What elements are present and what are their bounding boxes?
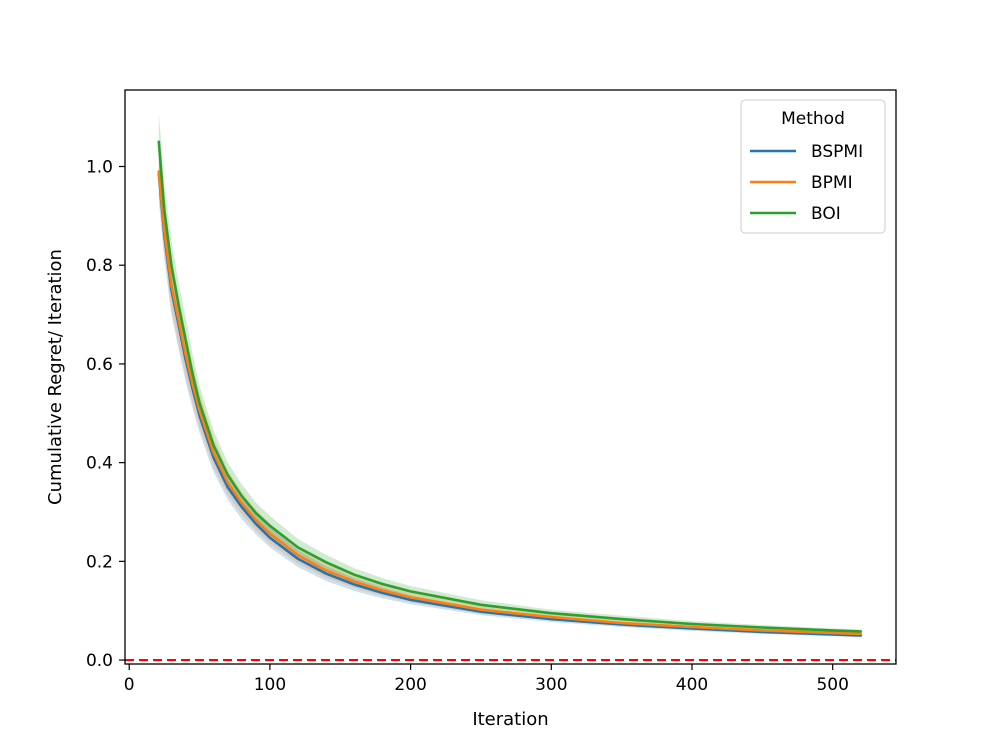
x-tick-label: 100	[254, 675, 286, 695]
plot-frame	[124, 89, 897, 665]
y-tick-label: 0.6	[86, 355, 113, 375]
y-tick-label: 0.2	[86, 552, 113, 572]
x-tick-label: 300	[535, 675, 567, 695]
legend-label-boi: BOI	[811, 204, 841, 224]
y-axis-label: Cumulative Regret/ Iteration	[45, 249, 66, 505]
legend-box	[740, 99, 886, 234]
legend-label-bpmi: BPMI	[811, 173, 853, 193]
y-tick-label: 0.8	[86, 256, 113, 276]
x-axis-label: Iteration	[472, 709, 548, 730]
legend-title: Method	[781, 109, 845, 129]
x-tick-label: 400	[676, 675, 708, 695]
x-tick-label: 500	[816, 675, 848, 695]
x-tick-label: 200	[394, 675, 426, 695]
x-axis-ticks: 0 100 200 300 400 500	[124, 664, 849, 695]
series-lines	[157, 140, 863, 637]
y-tick-label: 1.0	[86, 158, 113, 178]
y-tick-label: 0.4	[86, 454, 113, 474]
y-tick-label: 0.0	[86, 651, 113, 671]
legend-label-bspmi: BSPMI	[811, 142, 863, 162]
y-axis-ticks: 0.0 0.2 0.4 0.6 0.8 1.0	[86, 158, 125, 671]
x-tick-label: 0	[124, 675, 135, 695]
legend: Method BSPMI BPMI BOI	[740, 99, 886, 234]
legend-items: BSPMI BPMI BOI	[750, 142, 863, 224]
series-line-bpmi	[157, 170, 863, 636]
series-line-boi	[157, 140, 863, 633]
